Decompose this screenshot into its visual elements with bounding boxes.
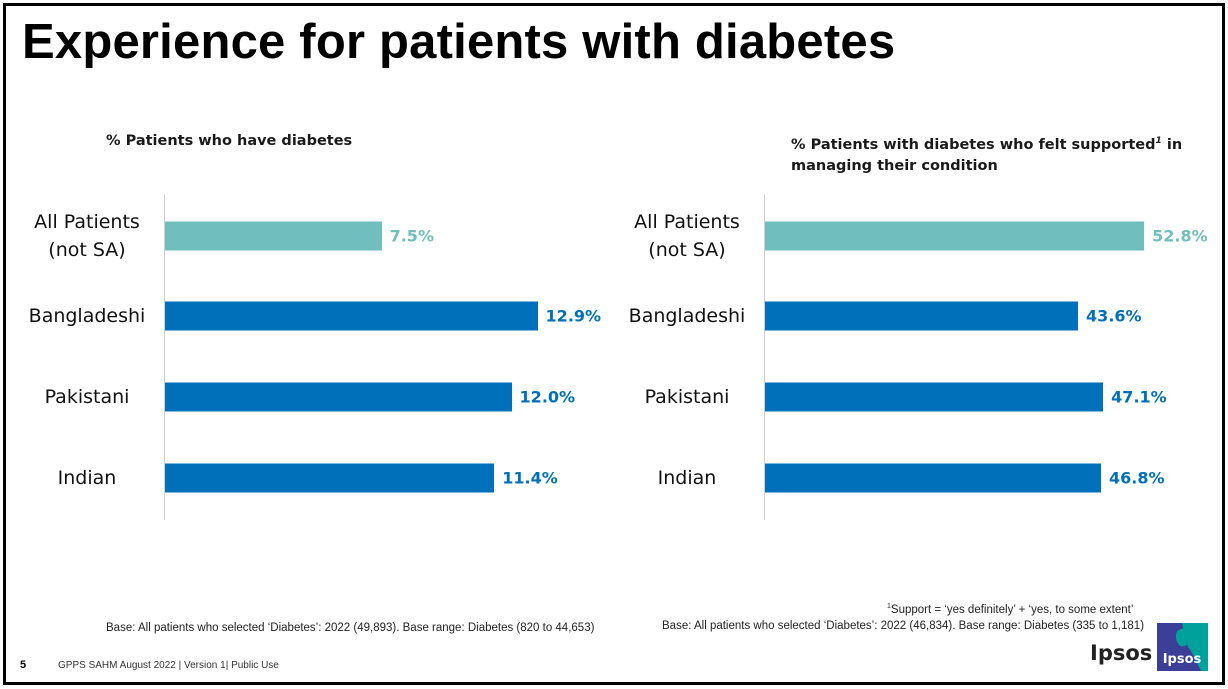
right-base-note: Base: All patients who selected ‘Diabete… <box>662 620 1145 632</box>
right-category-label: Bangladeshi <box>628 305 746 327</box>
left-category-label: All Patients (not SA) <box>34 211 140 261</box>
ipsos-logo-graphic: Ipsos <box>1157 623 1208 671</box>
brand-wordmark: Ipsos <box>1090 641 1153 665</box>
slide-frame <box>3 3 1225 685</box>
left-category-label: Pakistani <box>44 386 130 408</box>
left-category-label: Bangladeshi <box>28 305 146 327</box>
right-chart-title: % Patients with diabetes who felt suppor… <box>791 131 1191 177</box>
left-base-note: Base: All patients who selected ‘Diabete… <box>106 622 595 634</box>
left-value-label: 7.5% <box>389 226 434 246</box>
right-category-label: Indian <box>657 467 717 489</box>
right-bar <box>765 301 1079 331</box>
slide-number: 5 <box>20 659 27 671</box>
left-bar <box>165 463 495 493</box>
right-category-label: All Patients (not SA) <box>634 211 740 261</box>
footnote-text: Support = ‘yes definitely’ + ‘yes, to so… <box>890 603 1134 616</box>
left-bar <box>165 382 512 412</box>
left-value-label: 11.4% <box>502 468 558 488</box>
right-chart-title-suffix: in managing their condition <box>791 136 1183 174</box>
right-value-label: 47.1% <box>1111 387 1167 407</box>
right-value-label: 43.6% <box>1086 306 1142 326</box>
right-bar <box>765 463 1102 493</box>
ipsos-logo-icon: Ipsos <box>1157 623 1208 671</box>
footnote: 1Support = ‘yes definitely’ + ‘yes, to s… <box>887 603 1133 616</box>
right-value-label: 46.8% <box>1109 468 1165 488</box>
right-bar <box>765 382 1104 412</box>
page-title: Experience for patients with diabetes <box>22 15 896 69</box>
left-chart-title-text: % Patients who have diabetes <box>106 133 353 149</box>
left-category-label: Indian <box>57 467 117 489</box>
left-chart-axis <box>164 195 165 520</box>
right-chart-title-text: % Patients with diabetes who felt suppor… <box>791 136 1156 153</box>
footnote-ref: 1 <box>1155 136 1162 146</box>
felt-supported-chart: All Patients (not SA) 52.8% Bangladeshi 43.6… <box>600 195 1220 520</box>
left-value-label: 12.9% <box>545 306 602 326</box>
footnote-marker: 1 <box>887 603 891 610</box>
right-bar <box>765 221 1145 251</box>
left-value-label: 12.0% <box>519 387 576 407</box>
right-category-label: Pakistani <box>644 386 730 408</box>
right-value-label: 52.8% <box>1152 226 1208 246</box>
right-chart-axis <box>764 195 765 520</box>
left-chart-title: % Patients who have diabetes <box>106 131 352 152</box>
diabetes-prevalence-chart: All Patients (not SA) 7.5% Bangladeshi 12.9%… <box>0 195 610 520</box>
left-bar <box>165 221 382 251</box>
logo-text: Ipsos <box>1163 652 1202 667</box>
footer-text: GPPS SAHM August 2022 | Version 1| Publi… <box>58 660 279 671</box>
left-bar <box>165 301 538 331</box>
